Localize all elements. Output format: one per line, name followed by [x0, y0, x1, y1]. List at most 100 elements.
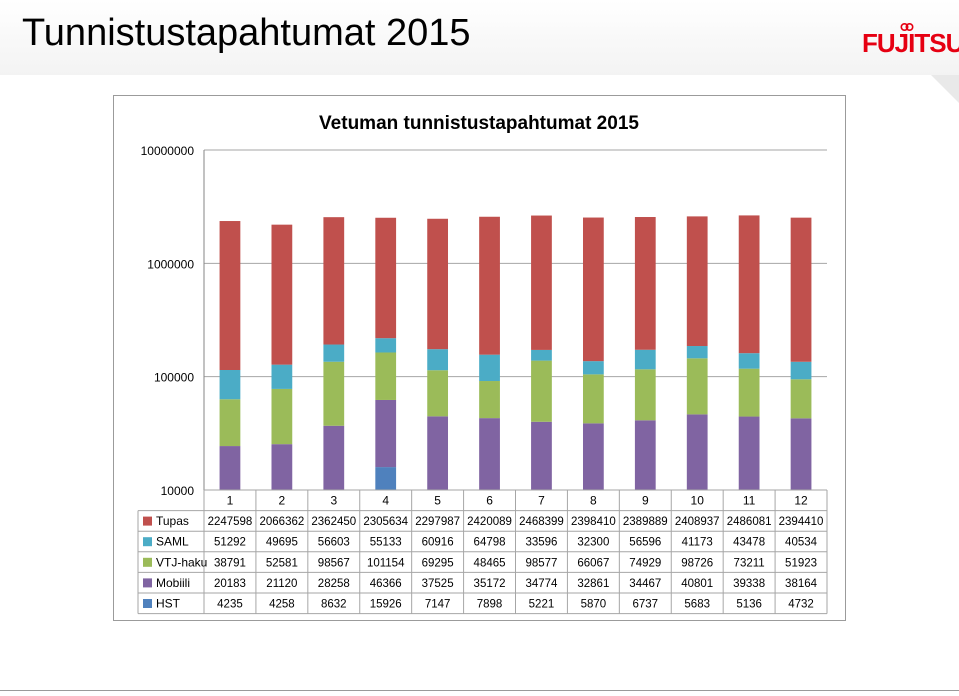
stacked-bar-chart: Vetuman tunnistustapahtumat 2015 1000000… — [137, 113, 828, 615]
bar-segment-vtj-haku — [427, 370, 449, 417]
data-value: 33596 — [525, 537, 557, 549]
data-value: 43478 — [733, 537, 765, 549]
bar-segment-saml — [427, 349, 449, 371]
data-value: 74929 — [629, 557, 661, 569]
data-value: 38791 — [214, 557, 246, 569]
bar-segment-tupas — [582, 217, 604, 362]
category-label: 3 — [330, 494, 337, 508]
bar-segment-vtj-haku — [686, 358, 708, 415]
legend-label: VTJ-haku — [156, 555, 207, 569]
data-value: 46366 — [370, 578, 402, 590]
category-label: 5 — [434, 494, 441, 508]
bar-segment-mobiili — [375, 399, 397, 468]
data-value: 4258 — [269, 599, 295, 611]
bar-segment-saml — [738, 353, 760, 369]
data-value: 21120 — [266, 578, 297, 590]
bar-segment-saml — [271, 364, 293, 389]
category-label: 10 — [691, 494, 705, 508]
y-axis-labels: 10000000 1000000 100000 10000 — [141, 144, 195, 498]
data-value: 7147 — [425, 599, 451, 611]
category-label: 11 — [743, 494, 756, 508]
category-label: 4 — [382, 494, 389, 508]
bar-segment-tupas — [479, 216, 500, 355]
data-value: 51292 — [214, 537, 246, 549]
bar-segment-mobiili — [479, 418, 500, 490]
data-value: 48465 — [474, 557, 506, 569]
data-value: 28258 — [318, 578, 350, 590]
category-label: 9 — [642, 494, 649, 508]
data-value: 56603 — [318, 537, 350, 549]
data-value: 20183 — [214, 578, 246, 590]
data-value: 37525 — [422, 578, 454, 590]
data-value: 49695 — [266, 537, 298, 549]
bar-segment-mobiili — [686, 414, 708, 490]
data-value: 2486081 — [727, 516, 772, 528]
category-label: 12 — [794, 494, 808, 508]
data-value: 51923 — [785, 557, 817, 569]
slide-header: Tunnistustapahtumat 2015 FUJITSU — [0, 0, 959, 75]
bar-segment-vtj-haku — [375, 352, 397, 400]
category-label: 6 — [486, 494, 493, 508]
footer-line — [0, 690, 959, 691]
bar-segment-hst — [375, 467, 397, 490]
category-label: 1 — [227, 494, 234, 508]
bar-segment-vtj-haku — [531, 360, 552, 422]
bar-segment-saml — [634, 349, 656, 370]
gridlines — [203, 149, 827, 490]
bar-segment-mobiili — [323, 425, 345, 490]
data-value: 5870 — [581, 599, 607, 611]
bar-segment-tupas — [686, 216, 708, 347]
y-tick-label: 10000 — [161, 484, 195, 498]
bar-segment-mobiili — [531, 421, 552, 490]
bar-segment-vtj-haku — [582, 374, 604, 424]
bar-segment-tupas — [375, 217, 397, 339]
data-value: 7898 — [477, 599, 503, 611]
data-value: 32861 — [577, 578, 609, 590]
data-value: 66067 — [577, 557, 609, 569]
data-value: 4235 — [217, 599, 243, 611]
bar-segment-saml — [479, 354, 500, 382]
legend-label: SAML — [156, 535, 189, 549]
bar-segment-tupas — [634, 217, 656, 350]
data-value: 40534 — [785, 537, 818, 549]
bar-segment-tupas — [427, 218, 449, 350]
legend-label: Mobiili — [156, 576, 190, 590]
data-value: 52581 — [266, 557, 298, 569]
bar-segment-mobiili — [219, 446, 241, 490]
bar-segment-saml — [686, 346, 708, 359]
data-value: 34774 — [525, 578, 558, 590]
data-value: 38164 — [785, 578, 818, 590]
legend-swatch — [143, 516, 152, 526]
data-value: 98726 — [681, 557, 713, 569]
bar-segment-saml — [375, 338, 397, 353]
bar-segment-tupas — [738, 215, 760, 354]
data-value: 2408937 — [675, 516, 720, 528]
data-value: 2247598 — [208, 516, 253, 528]
data-value: 2305634 — [363, 516, 408, 528]
bar-segment-saml — [323, 344, 345, 362]
y-tick-label: 10000000 — [141, 144, 195, 158]
bar-segment-vtj-haku — [323, 361, 345, 426]
legend-swatch — [143, 537, 152, 547]
bar-segment-vtj-haku — [271, 388, 293, 445]
data-value: 2468399 — [519, 516, 564, 528]
fujitsu-logo: FUJITSU — [862, 22, 959, 62]
bar-segment-tupas — [219, 221, 241, 371]
legend-swatch — [143, 578, 152, 588]
data-value: 8632 — [321, 599, 347, 611]
data-value: 98567 — [318, 557, 350, 569]
data-value: 5683 — [684, 599, 710, 611]
data-value: 2394410 — [779, 516, 824, 528]
category-label: 2 — [279, 494, 286, 508]
data-value: 55133 — [370, 537, 402, 549]
bar-segment-tupas — [271, 224, 293, 365]
legend-swatch — [143, 557, 152, 567]
legend-label: Tupas — [156, 514, 189, 528]
bar-segment-vtj-haku — [790, 379, 812, 419]
data-value: 5136 — [736, 599, 762, 611]
y-tick-label: 1000000 — [147, 257, 194, 271]
data-value: 56596 — [629, 537, 661, 549]
category-label: 8 — [590, 494, 597, 508]
bar-segment-tupas — [790, 217, 812, 362]
chart-frame: Vetuman tunnistustapahtumat 2015 1000000… — [113, 95, 846, 621]
